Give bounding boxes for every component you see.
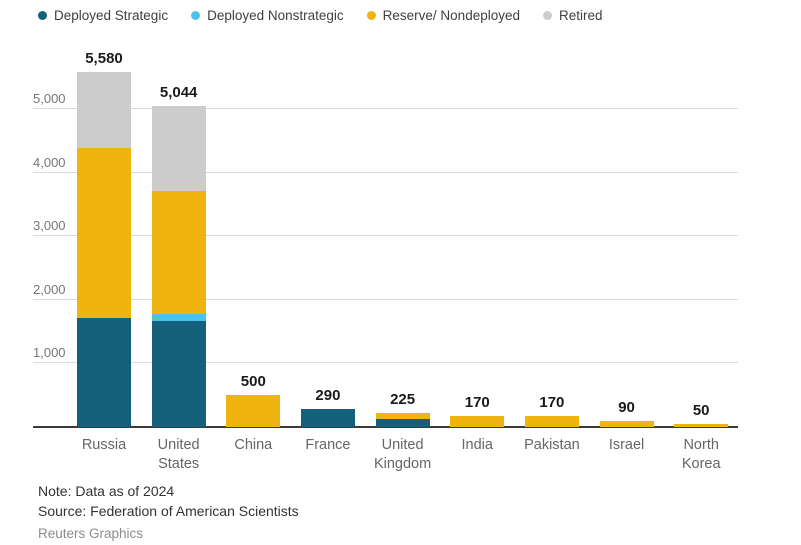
x-axis-category-label: Israel xyxy=(608,437,645,453)
x-axis-category-label: United Kingdom xyxy=(373,437,432,473)
credit-text: Reuters Graphics xyxy=(38,526,144,541)
legend: Deployed Strategic Deployed Nonstrategic R… xyxy=(38,9,603,23)
y-axis-tick-label: 3,000 xyxy=(33,218,66,234)
y-axis-tick-label: 5,000 xyxy=(33,90,66,106)
legend-item-deployed-nonstrategic: Deployed Nonstrategic xyxy=(191,9,344,23)
x-axis-category-label: United States xyxy=(157,437,200,473)
legend-item-retired: Retired xyxy=(543,9,603,23)
y-axis-tick-label: 4,000 xyxy=(33,154,66,170)
bar-total-label: 500 xyxy=(240,373,266,391)
bar-segment-deployed-strategic xyxy=(375,419,430,427)
gridline-5000 xyxy=(33,107,738,109)
bar-total-label: 225 xyxy=(390,390,416,408)
x-axis-category-label: France xyxy=(305,437,351,453)
bar-united-states xyxy=(151,106,206,427)
bar-india xyxy=(450,416,505,427)
bar-united-kingdom xyxy=(375,412,430,427)
note-text: Note: Data as of 2024 xyxy=(38,483,175,499)
bar-segment-retired xyxy=(151,106,206,192)
x-axis-category-label: China xyxy=(234,437,273,453)
x-axis-category-label: Russia xyxy=(81,437,127,453)
bar-total-label: 90 xyxy=(618,399,635,417)
bar-segment-reserve-nondeployed xyxy=(375,412,430,420)
bar-segment-reserve-nondeployed xyxy=(450,416,505,427)
bar-china xyxy=(226,395,281,427)
bar-segment-reserve-nondeployed xyxy=(599,421,654,427)
x-axis-category-label: India xyxy=(461,437,493,453)
bar-total-label: 170 xyxy=(539,394,565,412)
bar-total-label: 50 xyxy=(692,401,710,419)
y-axis-tick-label: 2,000 xyxy=(33,281,66,297)
legend-item-deployed-strategic: Deployed Strategic xyxy=(38,9,168,23)
bar-segment-deployed-strategic xyxy=(300,408,355,427)
bar-pakistan xyxy=(524,416,579,427)
legend-label: Deployed Nonstrategic xyxy=(207,8,344,23)
bar-segment-retired xyxy=(77,72,131,149)
bar-segment-deployed-strategic xyxy=(77,318,131,427)
footnotes: Note: Data as of 2024 Source: Federation… xyxy=(38,481,299,522)
legend-swatch-deployed-nonstrategic xyxy=(191,11,201,21)
legend-item-reserve-nondeployed: Reserve/ Nondeployed xyxy=(366,8,520,23)
bar-total-label: 5,580 xyxy=(85,50,123,67)
plot-area: 1,000 2,000 3,000 4,000 5,000 5,580 Russia 5,04… xyxy=(33,51,738,472)
bar-segment-deployed-nonstrategic xyxy=(151,314,206,321)
gridline-2000 xyxy=(33,298,738,300)
legend-swatch-reserve-nondeployed xyxy=(366,11,376,21)
bar-israel xyxy=(599,421,654,427)
legend-swatch-retired xyxy=(543,11,552,21)
bar-total-label: 290 xyxy=(315,386,341,404)
x-axis-baseline xyxy=(33,426,738,428)
y-axis-tick-label: 1,000 xyxy=(33,345,66,361)
bar-segment-reserve-nondeployed xyxy=(151,191,206,315)
gridline-3000 xyxy=(33,235,738,237)
bar-north-korea xyxy=(674,423,729,427)
legend-label: Reserve/ Nondeployed xyxy=(382,8,520,23)
x-axis-category-label: North Korea xyxy=(681,437,721,473)
legend-swatch-deployed-strategic xyxy=(38,11,47,21)
bar-total-label: 170 xyxy=(464,394,490,412)
bar-france xyxy=(300,408,355,427)
bar-segment-reserve-nondeployed xyxy=(226,395,281,427)
bar-russia xyxy=(77,72,131,427)
gridline-1000 xyxy=(33,362,738,364)
bar-total-label: 5,044 xyxy=(159,84,198,102)
bar-segment-reserve-nondeployed xyxy=(524,416,579,427)
legend-label: Deployed Strategic xyxy=(54,8,169,23)
bar-segment-reserve-nondeployed xyxy=(77,148,131,319)
x-axis-category-label: Pakistan xyxy=(524,437,580,453)
source-text: Source: Federation of American Scientist… xyxy=(38,503,299,520)
gridline-4000 xyxy=(33,171,738,173)
bar-segment-reserve-nondeployed xyxy=(674,423,729,427)
legend-label: Retired xyxy=(559,8,603,23)
bar-segment-deployed-strategic xyxy=(151,320,206,427)
